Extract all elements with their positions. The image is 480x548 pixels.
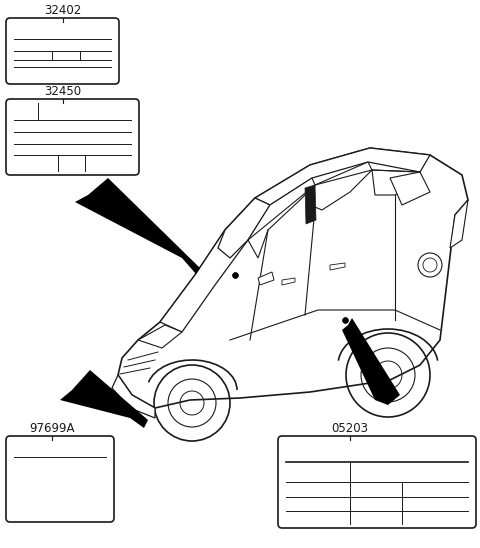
Polygon shape [218, 198, 270, 258]
FancyBboxPatch shape [6, 436, 114, 522]
Polygon shape [255, 148, 430, 205]
Polygon shape [282, 278, 295, 285]
FancyBboxPatch shape [6, 99, 139, 175]
Polygon shape [342, 318, 400, 405]
Polygon shape [390, 172, 430, 205]
Polygon shape [112, 375, 155, 418]
FancyBboxPatch shape [6, 18, 119, 84]
Polygon shape [118, 148, 468, 408]
Text: 97699A: 97699A [29, 422, 75, 435]
Polygon shape [372, 170, 422, 195]
Polygon shape [330, 263, 345, 270]
Text: 05203: 05203 [332, 422, 369, 435]
Polygon shape [248, 178, 315, 258]
Polygon shape [258, 272, 274, 285]
Polygon shape [305, 185, 316, 224]
Polygon shape [75, 178, 200, 274]
Polygon shape [310, 162, 372, 210]
Polygon shape [60, 370, 148, 428]
Polygon shape [138, 325, 182, 348]
Text: 32402: 32402 [44, 4, 81, 17]
FancyBboxPatch shape [278, 436, 476, 528]
Text: 32450: 32450 [44, 85, 81, 98]
Polygon shape [450, 200, 468, 248]
Polygon shape [160, 198, 270, 332]
